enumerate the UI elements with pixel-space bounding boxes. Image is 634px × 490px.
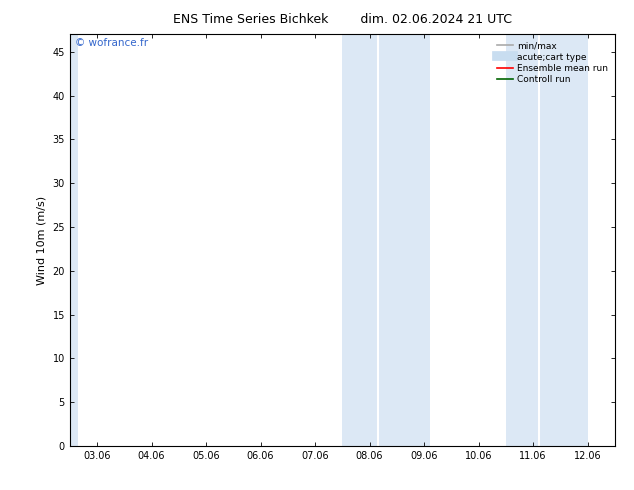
Bar [539, 34, 588, 446]
Text: © wofrance.fr: © wofrance.fr [75, 38, 148, 49]
Y-axis label: Wind 10m (m/s): Wind 10m (m/s) [37, 196, 47, 285]
Bar [70, 34, 78, 446]
Legend: min/max, acute;cart type, Ensemble mean run, Controll run: min/max, acute;cart type, Ensemble mean … [494, 39, 611, 87]
Bar [342, 34, 378, 446]
Bar [506, 34, 539, 446]
Bar [378, 34, 430, 446]
Text: ENS Time Series Bichkek        dim. 02.06.2024 21 UTC: ENS Time Series Bichkek dim. 02.06.2024 … [173, 13, 512, 26]
